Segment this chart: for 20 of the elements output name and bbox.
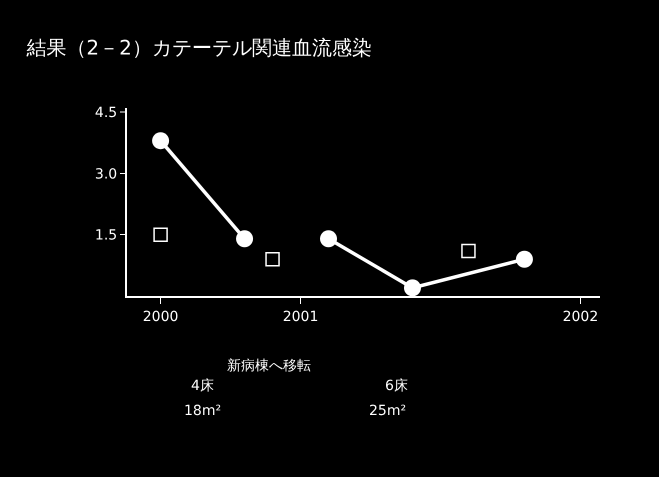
x-tick-label: 2000 bbox=[142, 308, 178, 325]
point bbox=[265, 252, 280, 266]
y-tick-label: 1.5 bbox=[94, 228, 118, 244]
y-tick-label: 4.5 bbox=[94, 104, 118, 121]
text: 18m² bbox=[184, 403, 222, 419]
point bbox=[461, 244, 476, 258]
point bbox=[153, 227, 168, 242]
text: 4床 bbox=[191, 378, 214, 394]
x-tick-label: 2001 bbox=[282, 308, 318, 325]
point bbox=[404, 279, 421, 296]
point bbox=[516, 250, 533, 268]
x-tick-label: 2002 bbox=[562, 308, 598, 325]
point bbox=[236, 230, 254, 248]
y-tick-label: 3.0 bbox=[94, 166, 118, 182]
chart-title: 結果（2－2）カテーテル関連血流感染 bbox=[25, 36, 372, 60]
point bbox=[320, 230, 338, 248]
text: 25m² bbox=[369, 403, 406, 419]
text: 6床 bbox=[385, 378, 408, 394]
text: 新病棟へ移転 bbox=[227, 358, 311, 374]
point bbox=[152, 132, 170, 150]
